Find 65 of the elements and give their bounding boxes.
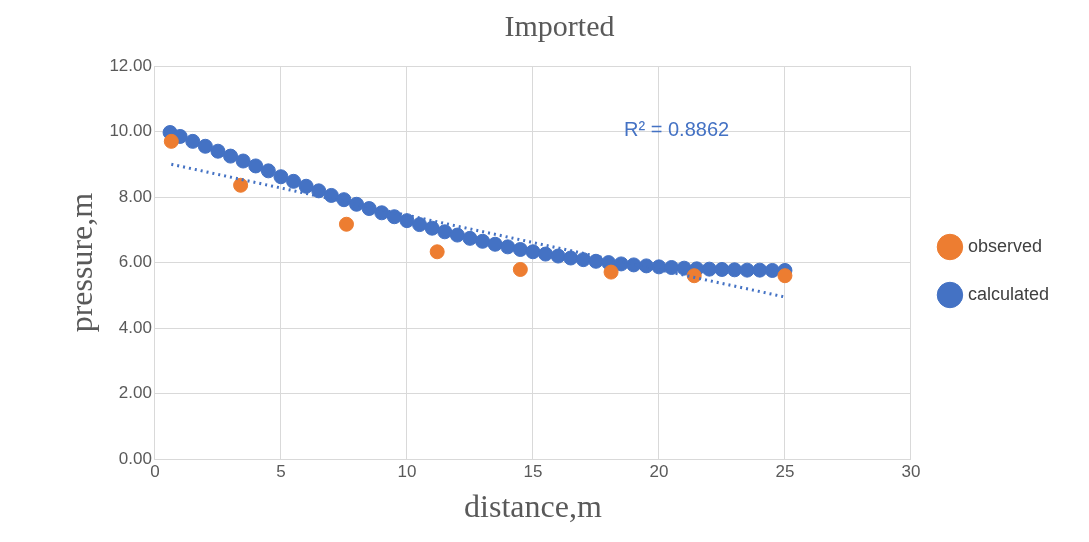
point (714, 261, 730, 277)
y-tick-label: 2.00 (118, 383, 152, 403)
x-tick-label: 5 (276, 462, 286, 482)
point (260, 163, 276, 179)
point (739, 262, 755, 278)
x-tick-label: 15 (523, 462, 543, 482)
point (386, 209, 402, 225)
point (349, 196, 365, 212)
point (550, 248, 566, 264)
point (374, 205, 390, 221)
point (412, 217, 428, 233)
point (338, 216, 354, 232)
y-axis-title: pressure,m (62, 192, 99, 333)
point (512, 241, 528, 257)
point (235, 153, 251, 169)
y-tick-label: 8.00 (118, 186, 152, 206)
y-tick-label: 10.00 (109, 121, 152, 141)
point (286, 173, 302, 189)
point (298, 178, 314, 194)
point (197, 138, 213, 154)
point (727, 262, 743, 278)
point (424, 220, 440, 236)
point (163, 133, 179, 149)
point (248, 158, 264, 174)
point (210, 143, 226, 159)
point (449, 227, 465, 243)
point (752, 262, 768, 278)
point (575, 252, 591, 268)
point (273, 169, 289, 185)
point (603, 264, 619, 280)
x-tick-label: 10 (397, 462, 417, 482)
point (437, 224, 453, 240)
x-tick-label: 20 (649, 462, 669, 482)
point (311, 183, 327, 199)
point (525, 244, 541, 260)
point (512, 261, 528, 277)
point (563, 250, 579, 266)
y-tick-label: 4.00 (118, 317, 152, 337)
point (429, 244, 445, 260)
y-tick-label: 0.00 (118, 448, 152, 468)
point (323, 187, 339, 203)
point (500, 239, 516, 255)
y-tick-label: 12.00 (109, 55, 152, 75)
legend-label: calculated (967, 283, 1050, 304)
annotation: R² = 0.8862 (624, 118, 730, 141)
point (777, 268, 793, 284)
point (361, 201, 377, 217)
x-axis-title: distance,m (464, 488, 602, 525)
point (664, 260, 680, 276)
point (462, 230, 478, 246)
point (487, 236, 503, 252)
point (223, 148, 239, 164)
x-tick-label: 0 (150, 462, 160, 482)
chart-title: Imported (504, 8, 615, 42)
x-tick-label: 30 (901, 462, 921, 482)
y-tick-label: 6.00 (118, 252, 152, 272)
point (399, 213, 415, 229)
legend-label: observed (967, 235, 1043, 256)
point (764, 262, 780, 278)
x-tick-label: 25 (775, 462, 795, 482)
point (185, 133, 201, 149)
point (475, 233, 491, 249)
point (701, 261, 717, 277)
point (233, 177, 249, 193)
point (538, 246, 554, 262)
